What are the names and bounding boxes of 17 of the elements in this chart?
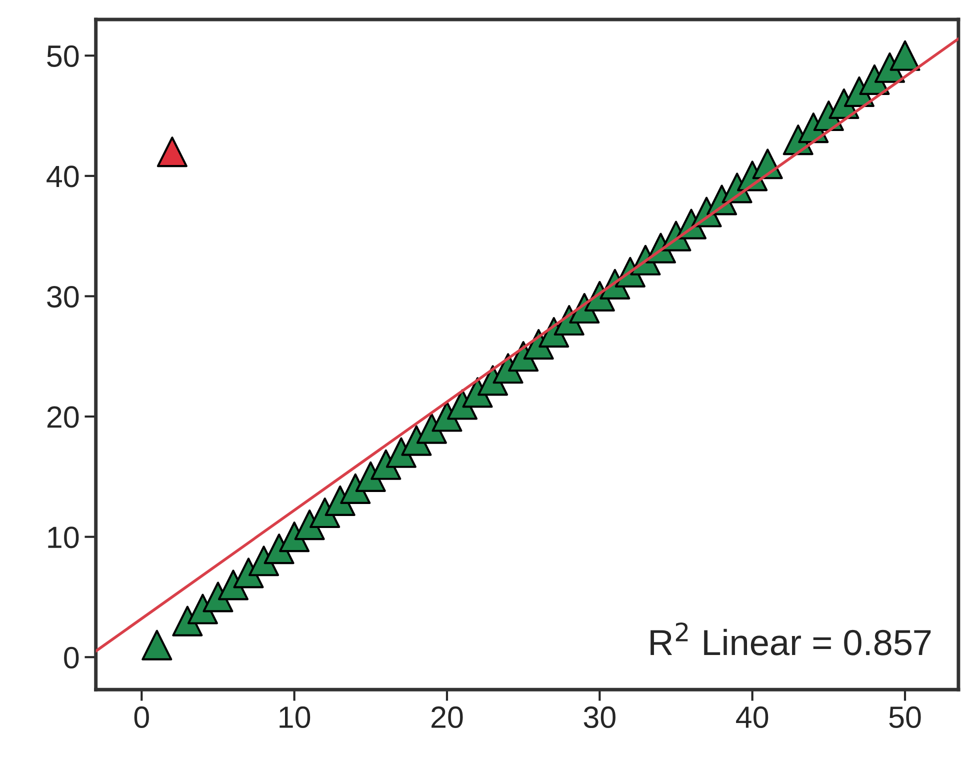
x-tick-label: 20	[432, 706, 463, 728]
y-tick-label: 50	[47, 45, 79, 67]
y-tick-label: 40	[46, 166, 79, 188]
x-tick-label: 30	[584, 706, 616, 728]
y-tick-label: 10	[48, 526, 79, 548]
x-tick-label: 10	[280, 706, 310, 728]
y-tick-label: 20	[47, 406, 79, 428]
annotation: R$^{2}$ Linear = 0.857	[650, 622, 931, 656]
point	[142, 630, 172, 660]
x-tick-label: 0	[134, 706, 149, 728]
x-tick-label: 40	[736, 706, 768, 728]
y-tick-label: 30	[47, 286, 79, 308]
point	[202, 582, 234, 612]
point	[156, 136, 188, 168]
x-tick-label: 50	[889, 706, 921, 728]
point	[890, 40, 920, 71]
y-tick-label: 0	[64, 646, 79, 669]
